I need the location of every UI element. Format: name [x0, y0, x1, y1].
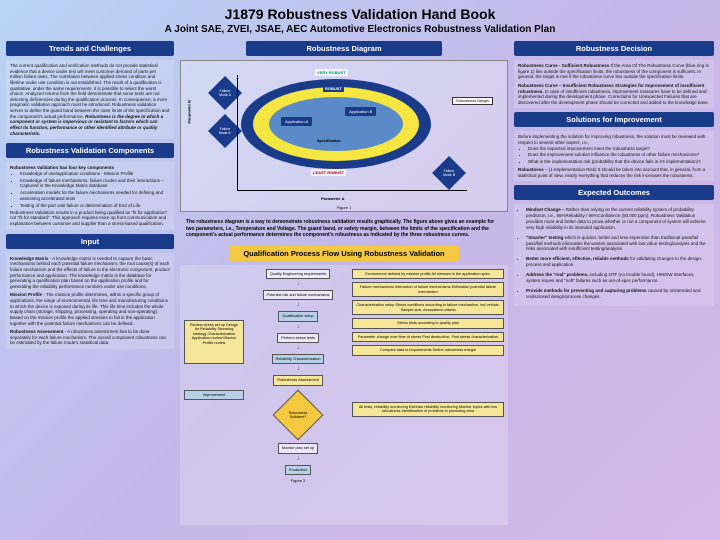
flow-r4: Stress tests according to quality plan	[352, 318, 504, 329]
list-item: What is the implementation risk (probabi…	[528, 159, 710, 165]
flow-c1: Quality Engineering requirements	[266, 269, 330, 280]
list-item: Acceleration models for the failure mech…	[20, 190, 170, 202]
flow-header: Qualification Process Flow Using Robustn…	[229, 246, 459, 261]
robust-label: ROBUST	[323, 85, 344, 92]
list-item: Testing of the part until failure or det…	[20, 203, 170, 209]
y-axis	[237, 75, 238, 191]
flow-r6: Compare data to requirements Define robu…	[352, 345, 504, 356]
flow-c5: Reliability Characterization	[272, 354, 325, 365]
flow-r2: Failure mechanisms Interaction of failur…	[352, 282, 504, 297]
main-content: Trends and Challenges The current qualif…	[0, 37, 720, 529]
flow-r5: Parameter change over time of stress Pos…	[352, 332, 504, 343]
outcomes-list: Mindset Change – Rather than relying on …	[518, 207, 710, 299]
diagram-header: Robustness Diagram	[246, 41, 443, 56]
trends-header: Trends and Challenges	[6, 41, 174, 56]
list-item: Better more efficient, effective, reliab…	[526, 256, 710, 268]
flow-c2: Potential risk and failure mechanisms	[263, 290, 334, 301]
input-header: Input	[6, 234, 174, 249]
solutions-body: Before implementing the solution for imp…	[514, 131, 714, 181]
flow-decision: Robustness Sufficient?	[273, 389, 324, 440]
diagram-description: The robustness diagram is a way to demon…	[180, 216, 508, 242]
page-title: J1879 Robustness Validation Hand Book	[0, 6, 720, 22]
flow-r7: All tests, reliability monitoring Extrin…	[352, 402, 504, 417]
solutions-list: Does the expected improvement meet the r…	[518, 146, 710, 166]
least-robust-label: LEAST ROBUST	[311, 169, 346, 176]
flow-c3: Qualification setup	[278, 311, 317, 322]
components-header: Robustness Validation Components	[6, 143, 174, 158]
flow-c6: Robustness Assessment	[273, 375, 323, 386]
flow-c4: Perform stress tests	[277, 333, 319, 344]
outcomes-header: Expected Outcomes	[514, 185, 714, 200]
figure-1-caption: Figure 1	[337, 205, 352, 210]
flow-diagram: Review stress set up Design for Reliabil…	[180, 265, 508, 526]
flow-c8: Monitor plan set up	[278, 443, 318, 454]
decision-body: Robustness Curve - Sufficient Robustness…	[514, 60, 714, 108]
list-item: "Smarter" testing which is quicker, bett…	[526, 235, 710, 253]
list-item: Knowledge of failure mechanisms, failure…	[20, 178, 170, 190]
fail-mode-b: Failure Mode B	[432, 156, 466, 190]
figure-2-caption: Figure 2	[291, 478, 306, 483]
flow-c9: Production	[285, 465, 311, 476]
center-column: Robustness Diagram VERY ROBUST ROBUST LE…	[180, 41, 508, 525]
y-axis-label: Parameter B	[187, 100, 192, 124]
flow-r3: Characterization setup Stress conditions…	[352, 300, 504, 315]
page-subtitle: A Joint SAE, ZVEI, JSAE, AEC Automotive …	[0, 24, 720, 35]
components-list: Knowledge of use/application conditions …	[10, 171, 170, 209]
app-a-box: Application A	[281, 117, 312, 126]
list-item: Does the improvement solution influence …	[528, 152, 710, 158]
flow-improvement-box: Improvement	[184, 390, 244, 401]
right-column: Robustness Decision Robustness Curve - S…	[514, 41, 714, 525]
trends-body: The current qualification and verificati…	[6, 60, 174, 139]
x-axis	[237, 190, 467, 191]
list-item: Provide methods for preventing and captu…	[526, 288, 710, 300]
margin-label: Robustness Margin	[452, 97, 493, 105]
list-item: Does the expected improvement meet the r…	[528, 146, 710, 152]
components-body: Robustness Validation has four key compo…	[6, 162, 174, 230]
spec-label: Specification	[317, 139, 341, 143]
robustness-diagram: VERY ROBUST ROBUST LEAST ROBUST Applicat…	[180, 60, 508, 212]
header: J1879 Robustness Validation Hand Book A …	[0, 0, 720, 37]
list-item: Mindset Change – Rather than relying on …	[526, 207, 710, 230]
app-b-box: Application B	[345, 107, 376, 116]
list-item: Knowledge of use/application conditions …	[20, 171, 170, 177]
flow-r1: Environment defined by mission profile A…	[352, 269, 504, 280]
very-robust-label: VERY ROBUST	[315, 69, 348, 76]
x-axis-label: Parameter A	[321, 196, 344, 201]
decision-header: Robustness Decision	[514, 41, 714, 56]
input-body: Knowledge Matrix - A knowledge matrix is…	[6, 253, 174, 349]
flow-review-box: Review stress set up Design for Reliabil…	[184, 320, 244, 364]
outcomes-body: Mindset Change – Rather than relying on …	[514, 204, 714, 306]
list-item: Address the "real" problems, including N…	[526, 272, 710, 284]
solutions-header: Solutions for Improvement	[514, 112, 714, 127]
left-column: Trends and Challenges The current qualif…	[6, 41, 174, 525]
